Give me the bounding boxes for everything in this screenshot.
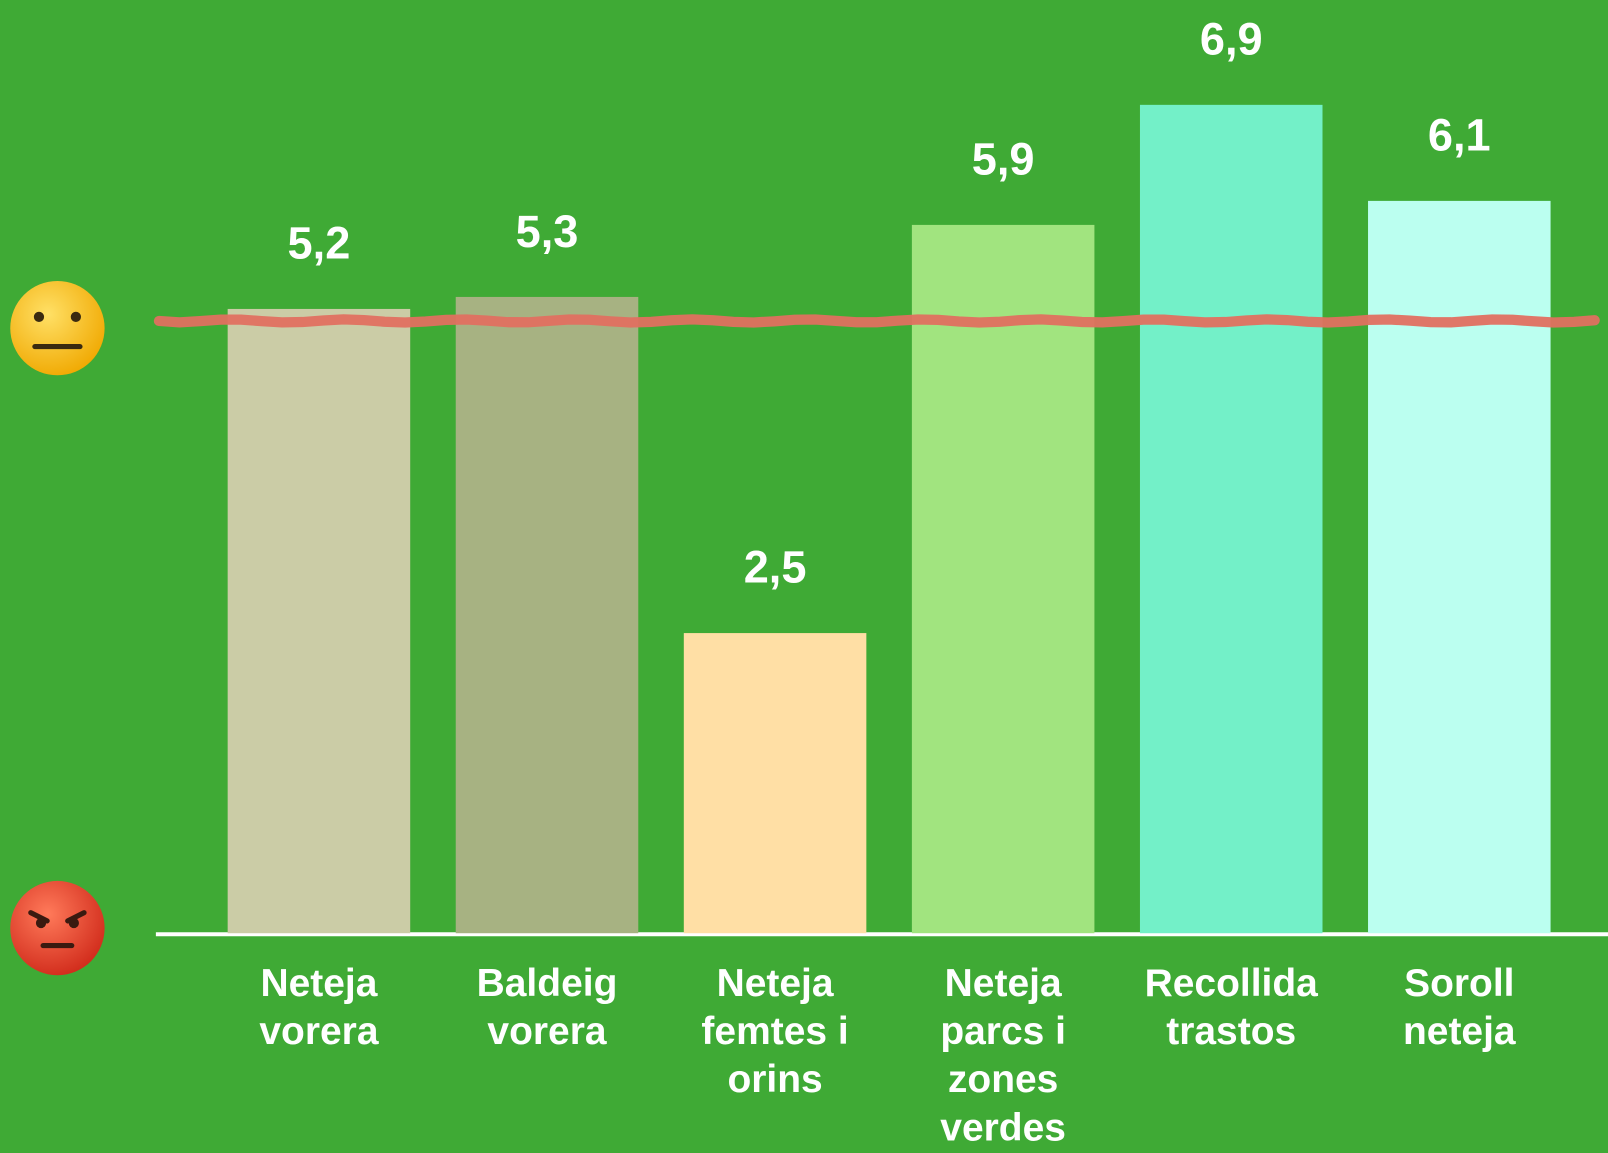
x-tick-label: Baldeig vorera (476, 961, 618, 1054)
x-tick-label: Neteja femtes i orins (701, 961, 849, 1102)
eye (70, 311, 82, 322)
bar (227, 308, 411, 934)
value-label: 2,5 (743, 542, 807, 594)
neutral-face-icon (10, 280, 105, 376)
value-label: 5,9 (971, 134, 1035, 185)
bar (455, 296, 639, 934)
face (10, 280, 105, 376)
value-label: 5,3 (515, 206, 579, 257)
bar (1139, 104, 1323, 934)
value-label: 6,1 (1427, 110, 1491, 161)
value-label: 5,2 (287, 218, 351, 269)
bar (911, 224, 1095, 934)
bar (1368, 200, 1551, 934)
threshold-line (153, 314, 1600, 328)
x-tick-label: Neteja vorera (259, 961, 379, 1054)
value-label: 6,9 (1199, 14, 1263, 65)
x-tick-label: Recollida trastos (1144, 961, 1318, 1054)
x-tick-label: Neteja parcs i zones verdes (940, 961, 1066, 1150)
eye (33, 311, 45, 322)
angry-face-icon (10, 880, 105, 976)
x-tick-label: Soroll neteja (1402, 961, 1516, 1054)
bar (683, 633, 867, 934)
